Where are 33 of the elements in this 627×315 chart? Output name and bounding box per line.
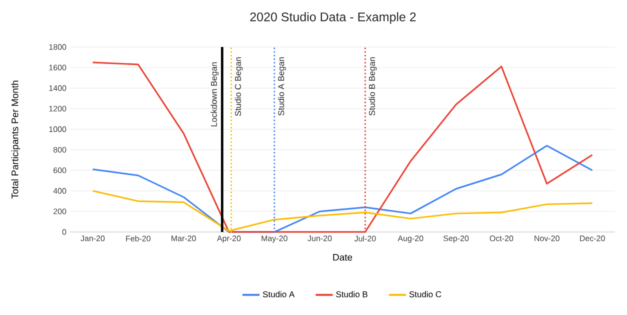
y-tick-label: 1200	[49, 106, 66, 112]
chart-title: 2020 Studio Data - Example 2	[250, 12, 416, 24]
legend-label: Studio B	[336, 291, 368, 298]
line-series	[92, 144, 594, 233]
x-tick-label: Feb-20	[126, 236, 150, 242]
x-tick-label: Mar-20	[172, 236, 196, 242]
legend-label: Studio C	[409, 291, 442, 298]
ref-line-label: Lockdown Began	[210, 62, 219, 126]
y-tick-label: 1400	[49, 85, 66, 91]
ref-line-label: Studio C Began	[234, 57, 243, 116]
legend-label: Studio A	[262, 291, 295, 298]
x-tick-label: Oct-20	[490, 236, 514, 242]
x-tick-label: Dec-20	[580, 236, 605, 242]
x-tick-label: May-20	[262, 236, 288, 243]
y-tick-label: 600	[54, 167, 66, 174]
x-tick-label: Jul-20	[354, 236, 376, 242]
y-tick-label: 1000	[49, 126, 66, 132]
x-tick-label: Nov-20	[534, 236, 560, 242]
y-tick-label: 1800	[49, 44, 66, 50]
ref-line-label: Studio B Began	[368, 57, 377, 116]
x-tick-label: Sep-20	[444, 236, 469, 243]
y-tick-label: 1600	[49, 64, 66, 70]
y-axis-title: Total Participants Per Month	[11, 80, 20, 199]
x-tick-label: Aug-20	[398, 236, 424, 243]
ref-line-label: Studio A Began	[278, 57, 286, 116]
y-tick-label: 400	[53, 188, 66, 194]
x-tick-label: Jun-20	[308, 236, 332, 242]
x-axis-title: Date	[333, 254, 352, 261]
x-tick-label: Apr-20	[216, 236, 241, 243]
x-tick-label: Jan-20	[80, 236, 105, 242]
y-tick-label: 200	[54, 208, 66, 214]
y-tick-label: 800	[53, 146, 66, 153]
y-tick-label: 0	[62, 229, 66, 235]
